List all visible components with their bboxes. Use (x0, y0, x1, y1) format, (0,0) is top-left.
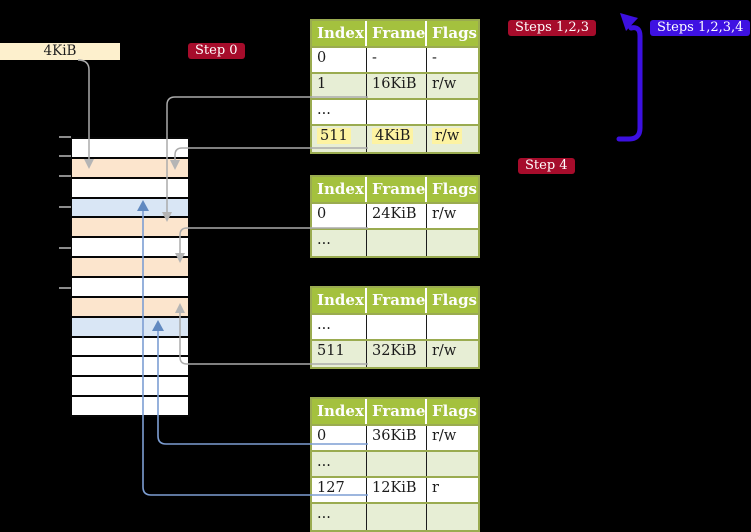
column-header: Frame (367, 21, 427, 46)
table-row: 1 16KiB r/w (312, 74, 478, 100)
table-header-row: Index Frame Flags (312, 288, 478, 315)
recursive-loop-arrow (616, 13, 643, 142)
table-row: ... (312, 230, 478, 256)
table-cell: 4KiB (367, 126, 427, 152)
table-cell (367, 504, 427, 530)
memory-row-free (72, 357, 188, 378)
memory-row-free (72, 397, 188, 416)
memory-row-page (72, 198, 188, 219)
step0-badge: Step 0 (188, 43, 245, 59)
table-cell: 36KiB (367, 426, 427, 450)
table-row: ... (312, 452, 478, 478)
table-cell: 16KiB (367, 74, 427, 98)
column-header: Index (312, 399, 367, 424)
highlighted-value: 4KiB (372, 128, 414, 144)
table-cell (427, 504, 478, 530)
table-cell: 0 (312, 426, 367, 450)
table-row: 0-- (312, 48, 478, 74)
memory-row-free (72, 178, 188, 199)
table-cell (367, 230, 427, 256)
memory-row-free (72, 238, 188, 259)
table-cell: r/w (432, 343, 457, 359)
table-cell: ... (312, 504, 367, 530)
memory-row-table (72, 218, 188, 239)
table-cell: ... (312, 452, 367, 476)
table-cell: 32KiB (367, 341, 427, 367)
table-row: ... (312, 504, 478, 530)
memory-row-free (72, 278, 188, 298)
memory-row-free (72, 139, 188, 159)
table-row: 511 32KiB r/w (312, 341, 478, 367)
table-cell (367, 100, 427, 124)
table-row: 0 36KiB r/w (312, 426, 478, 452)
highlighted-value: r/w (432, 128, 463, 144)
table-cell: 511 (312, 341, 367, 367)
table-cell: r (432, 480, 439, 496)
memory-row-table (72, 158, 188, 179)
memory-row-free (72, 377, 188, 398)
table-cell: - (432, 50, 437, 66)
table-cell: r/w (427, 126, 478, 152)
table-header-row: Index Frame Flags (312, 21, 478, 48)
physical-memory-column (70, 137, 190, 417)
table-cell: - (367, 48, 427, 72)
table-cell: 0 (312, 48, 367, 72)
page-table-level-3: Index Frame Flags 0 24KiB r/w... (310, 175, 480, 258)
table-cell (427, 452, 478, 476)
table-row: ... (312, 315, 478, 341)
column-header: Index (312, 288, 367, 313)
table-cell (427, 230, 478, 256)
table-cell (367, 452, 427, 476)
column-header: Flags (432, 291, 477, 309)
column-header: Frame (367, 288, 427, 313)
table-cell: 0 (312, 204, 367, 228)
table-cell: 1 (312, 74, 367, 98)
column-header: Frame (367, 177, 427, 202)
page-table-level-2: Index Frame Flags... 511 32KiB r/w (310, 286, 480, 369)
steps123-badge: Steps 1,2,3 (508, 20, 597, 36)
table-header-row: Index Frame Flags (312, 177, 478, 204)
column-header: Frame (367, 399, 427, 424)
table-cell (427, 100, 478, 124)
table-cell (367, 315, 427, 339)
table-row: ... (312, 100, 478, 126)
table-row: 127 12KiB r (312, 478, 478, 504)
column-header: Flags (432, 180, 477, 198)
table-cell: ... (312, 230, 367, 256)
page-table-level-1: Index Frame Flags 0 36KiB r/w... 127 12KiB r... (310, 397, 480, 532)
frame-size-label: 4KiB (0, 43, 120, 60)
column-header: Flags (432, 24, 477, 42)
table-row: 0 24KiB r/w (312, 204, 478, 230)
column-header: Index (312, 21, 367, 46)
memory-row-page (72, 317, 188, 338)
memory-row-table (72, 258, 188, 279)
page-table-level-4: Index Frame Flags 0- -1 16KiB r/w... 511 4KiB r/w (310, 19, 480, 154)
column-header: Flags (432, 402, 477, 420)
table-cell: r/w (432, 76, 457, 92)
table-cell: ... (312, 100, 367, 124)
highlighted-value: 511 (317, 128, 351, 144)
steps1234-badge: Steps 1,2,3,4 (650, 20, 751, 36)
memory-row-free (72, 337, 188, 358)
table-cell: r/w (432, 428, 457, 444)
table-header-row: Index Frame Flags (312, 399, 478, 426)
table-cell: 127 (312, 478, 367, 502)
column-header: Index (312, 177, 367, 202)
table-cell: 12KiB (367, 478, 427, 502)
table-cell: r/w (432, 206, 457, 222)
table-cell (427, 315, 478, 339)
step4-badge: Step 4 (518, 158, 575, 174)
table-cell: ... (312, 315, 367, 339)
table-row: 511 4KiB r/w (312, 126, 478, 152)
memory-row-table (72, 297, 188, 318)
table-cell: 511 (312, 126, 367, 152)
table-cell: 24KiB (367, 204, 427, 228)
